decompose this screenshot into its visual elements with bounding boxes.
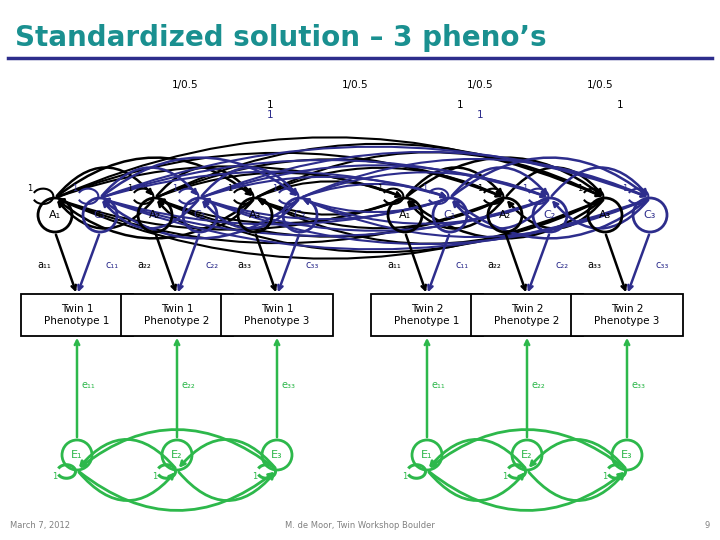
Text: c₂₂: c₂₂ <box>205 260 218 271</box>
Text: 1: 1 <box>127 184 132 193</box>
Text: 1: 1 <box>402 472 407 481</box>
Text: E₃: E₃ <box>271 450 283 460</box>
Text: 1: 1 <box>272 184 277 193</box>
Text: A₁: A₁ <box>49 210 61 220</box>
Text: Twin 1
Phenotype 2: Twin 1 Phenotype 2 <box>144 304 210 326</box>
Text: a₃₃: a₃₃ <box>237 260 251 271</box>
Text: a₂₂: a₂₂ <box>137 260 150 271</box>
Text: 1: 1 <box>27 184 32 193</box>
Text: 1: 1 <box>266 100 274 110</box>
Text: A₁: A₁ <box>399 210 411 220</box>
Text: March 7, 2012: March 7, 2012 <box>10 521 70 530</box>
Text: 1: 1 <box>266 110 274 120</box>
Text: 1: 1 <box>477 184 482 193</box>
Text: Twin 1
Phenotype 1: Twin 1 Phenotype 1 <box>45 304 109 326</box>
Text: 1/0.5: 1/0.5 <box>587 80 613 90</box>
Text: e₃₃: e₃₃ <box>632 380 646 389</box>
Text: a₃₃: a₃₃ <box>587 260 601 271</box>
Text: 1: 1 <box>252 472 257 481</box>
Text: c₃₃: c₃₃ <box>655 260 668 271</box>
Text: C₂: C₂ <box>194 210 206 220</box>
Text: 1: 1 <box>622 184 627 193</box>
Text: 1: 1 <box>422 184 427 193</box>
FancyBboxPatch shape <box>571 294 683 336</box>
Text: Twin 2
Phenotype 1: Twin 2 Phenotype 1 <box>395 304 459 326</box>
Text: 1: 1 <box>602 472 607 481</box>
Text: Twin 2
Phenotype 2: Twin 2 Phenotype 2 <box>495 304 559 326</box>
Text: C₂: C₂ <box>544 210 556 220</box>
Text: 1/0.5: 1/0.5 <box>342 80 369 90</box>
Text: 1: 1 <box>617 100 624 110</box>
Text: 1: 1 <box>477 110 483 120</box>
Text: e₁₁: e₁₁ <box>432 380 446 389</box>
FancyBboxPatch shape <box>371 294 483 336</box>
Text: 1: 1 <box>152 472 157 481</box>
Text: a₁₁: a₁₁ <box>37 260 50 271</box>
Text: e₁₁: e₁₁ <box>82 380 96 389</box>
Text: c₂₂: c₂₂ <box>555 260 568 271</box>
Text: C₁: C₁ <box>94 210 106 220</box>
Text: Twin 1
Phenotype 3: Twin 1 Phenotype 3 <box>244 304 310 326</box>
Text: 9: 9 <box>705 521 710 530</box>
Text: E₁: E₁ <box>421 450 433 460</box>
Text: c₁₁: c₁₁ <box>105 260 118 271</box>
FancyBboxPatch shape <box>221 294 333 336</box>
Text: C₁: C₁ <box>444 210 456 220</box>
Text: a₁₁: a₁₁ <box>387 260 401 271</box>
Text: e₃₃: e₃₃ <box>282 380 296 389</box>
Text: E₂: E₂ <box>521 450 533 460</box>
Text: 1: 1 <box>52 472 57 481</box>
Text: A₃: A₃ <box>599 210 611 220</box>
Text: C₃: C₃ <box>294 210 306 220</box>
Text: A₃: A₃ <box>249 210 261 220</box>
Text: e₂₂: e₂₂ <box>532 380 546 389</box>
Text: 1: 1 <box>377 184 382 193</box>
Text: 1/0.5: 1/0.5 <box>171 80 198 90</box>
Text: c₃₃: c₃₃ <box>305 260 318 271</box>
Text: 1: 1 <box>172 184 177 193</box>
Text: 1: 1 <box>227 184 232 193</box>
Text: M. de Moor, Twin Workshop Boulder: M. de Moor, Twin Workshop Boulder <box>285 521 435 530</box>
Text: C₃: C₃ <box>644 210 656 220</box>
FancyBboxPatch shape <box>471 294 583 336</box>
Text: 1: 1 <box>522 184 527 193</box>
Text: Twin 2
Phenotype 3: Twin 2 Phenotype 3 <box>594 304 660 326</box>
Text: E₂: E₂ <box>171 450 183 460</box>
Text: 1: 1 <box>72 184 77 193</box>
Text: E₁: E₁ <box>71 450 83 460</box>
Text: c₁₁: c₁₁ <box>455 260 468 271</box>
FancyBboxPatch shape <box>21 294 133 336</box>
Text: e₂₂: e₂₂ <box>182 380 196 389</box>
Text: 1: 1 <box>456 100 463 110</box>
Text: A₂: A₂ <box>499 210 511 220</box>
FancyBboxPatch shape <box>121 294 233 336</box>
Text: 1: 1 <box>502 472 507 481</box>
Text: 1/0.5: 1/0.5 <box>467 80 493 90</box>
Text: E₃: E₃ <box>621 450 633 460</box>
Text: Standardized solution – 3 pheno’s: Standardized solution – 3 pheno’s <box>15 24 546 52</box>
Text: A₂: A₂ <box>149 210 161 220</box>
Text: a₂₂: a₂₂ <box>487 260 500 271</box>
Text: 1: 1 <box>577 184 582 193</box>
